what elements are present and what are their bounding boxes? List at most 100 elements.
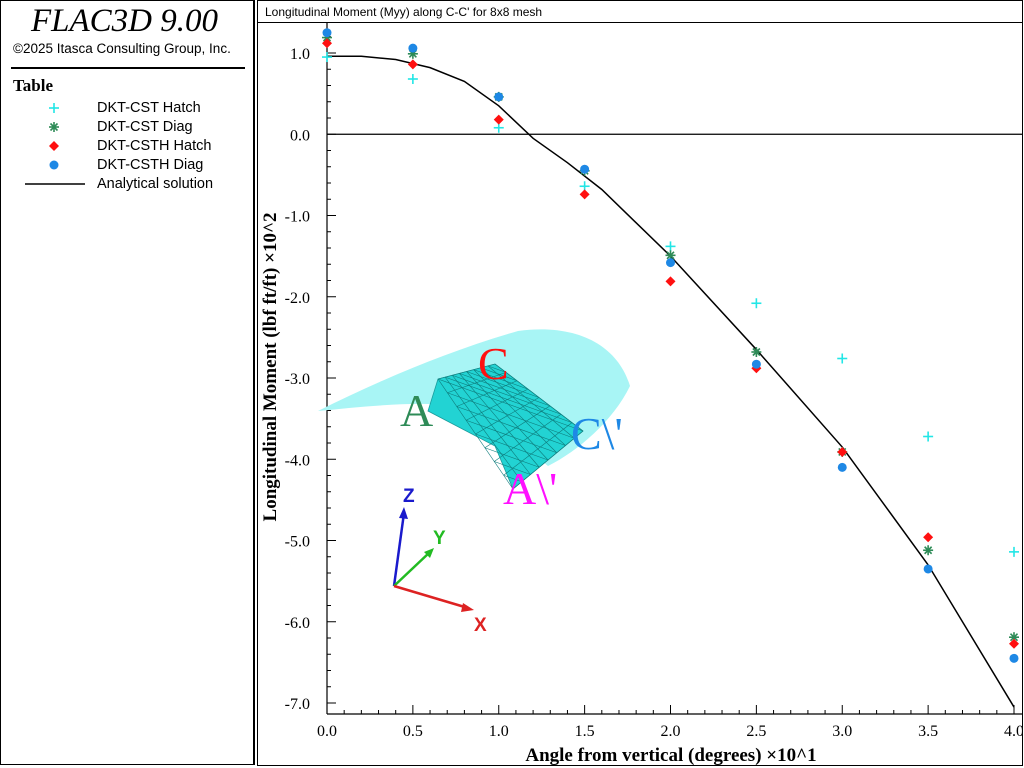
point-dkt-cst-hatch bbox=[1009, 546, 1019, 557]
mesh-diagonal bbox=[473, 369, 529, 390]
divider bbox=[11, 67, 245, 69]
x-axis-title: Angle from vertical (degrees) ×10^1 bbox=[525, 745, 816, 765]
x-tick-label: 4.0 bbox=[1004, 723, 1022, 740]
chart-title: Longitudinal Moment (Myy) along C-C' for… bbox=[265, 5, 543, 19]
x-arrowhead bbox=[461, 603, 474, 612]
point-dkt-cst-hatch bbox=[407, 74, 418, 84]
mesh-diagonal bbox=[437, 378, 584, 432]
axes-frame bbox=[326, 23, 1022, 715]
point-dkt-cst-hatch bbox=[322, 52, 332, 63]
mesh-line bbox=[484, 405, 551, 449]
legend-item-dkt-csth-diag: DKT-CSTH Diag bbox=[19, 156, 249, 174]
point-dkt-csth-hatch bbox=[837, 446, 848, 457]
legend-panel: FLAC3D 9.00 ©2025 Itasca Consulting Grou… bbox=[0, 0, 255, 765]
chart-title-bar: Longitudinal Moment (Myy) along C-C' for… bbox=[258, 1, 1022, 23]
mesh-line bbox=[494, 414, 562, 462]
mesh-diagonal bbox=[466, 371, 540, 398]
point-dkt-csth-hatch bbox=[407, 59, 418, 70]
legend-label: DKT-CST Hatch bbox=[97, 100, 201, 116]
y-tick-label: -1.0 bbox=[285, 209, 310, 226]
mesh-diagonal bbox=[456, 406, 566, 446]
analytical-line bbox=[327, 55, 1015, 708]
point-dkt-cst-diag bbox=[751, 347, 762, 357]
point-dkt-csth-diag bbox=[837, 462, 847, 472]
mesh-line bbox=[480, 367, 566, 446]
point-dkt-cst-hatch bbox=[751, 298, 762, 309]
point-dkt-csth-hatch bbox=[1009, 638, 1019, 649]
point-dkt-cst-hatch bbox=[665, 241, 676, 252]
model-view-inset: A C C\' A\' Z Y X bbox=[318, 329, 630, 636]
x-axis-label: X bbox=[474, 615, 487, 636]
point-dkt-csth-diag bbox=[494, 92, 504, 102]
mesh-diagonal bbox=[503, 474, 522, 483]
tick-labels: 0.0 0.5 1.0 1.5 2.0 2.5 3.0 3.5 4.0 1.0 0.0 -1.0 -2.… bbox=[285, 46, 1022, 740]
legend-item-analytical-solution: Analytical solution bbox=[19, 175, 249, 193]
legend-item-dkt-cst-diag: DKT-CST Diag bbox=[19, 118, 249, 136]
mesh-diagonal bbox=[480, 367, 518, 382]
point-dkt-csth-diag bbox=[408, 43, 418, 53]
asterisk-marker-icon bbox=[49, 122, 59, 132]
label-c-prime: C\' bbox=[571, 408, 623, 459]
z-axis bbox=[392, 512, 406, 587]
mesh-diagonal bbox=[447, 392, 575, 439]
x-tick-label: 3.5 bbox=[918, 723, 938, 740]
point-dkt-csth-hatch bbox=[579, 189, 590, 200]
y-axis bbox=[393, 551, 431, 587]
x-tick-label: 2.5 bbox=[746, 723, 766, 740]
mesh-diagonal bbox=[494, 461, 531, 475]
point-dkt-csth-diag bbox=[1009, 653, 1019, 663]
point-dkt-csth-diag bbox=[580, 164, 590, 174]
point-dkt-csth-diag bbox=[666, 258, 675, 268]
point-dkt-csth-diag bbox=[923, 564, 933, 574]
point-dkt-csth-hatch bbox=[322, 38, 332, 49]
mesh-patch bbox=[427, 363, 584, 490]
chart: A C C\' A\' Z Y X 0.0 0.5 1.0 1.5 2.0 2.5 3.0 3… bbox=[260, 23, 1022, 765]
mesh-diagonal bbox=[445, 376, 573, 423]
mesh-line bbox=[503, 422, 573, 476]
legend-label: DKT-CST Diag bbox=[97, 119, 193, 135]
copyright-text: ©2025 Itasca Consulting Group, Inc. bbox=[13, 41, 231, 56]
data-markers bbox=[322, 28, 1019, 663]
legend-label: DKT-CSTH Hatch bbox=[97, 138, 212, 154]
x-tick-label: 1.0 bbox=[489, 723, 509, 740]
point-dkt-cst-diag bbox=[923, 545, 934, 556]
diamond-marker-icon bbox=[49, 141, 59, 151]
y-tick-label: -6.0 bbox=[285, 615, 310, 632]
mesh-line bbox=[475, 397, 540, 435]
legend-title: Table bbox=[13, 76, 54, 95]
legend-item-dkt-cst-hatch: DKT-CST Hatch bbox=[19, 99, 249, 117]
y-tick-label: -5.0 bbox=[285, 534, 310, 551]
y-tick-label: -4.0 bbox=[285, 452, 310, 469]
tick-marks bbox=[326, 36, 1015, 714]
line-marker-icon bbox=[25, 183, 85, 185]
point-dkt-cst-hatch bbox=[923, 431, 934, 442]
y-tick-label: -7.0 bbox=[285, 696, 310, 713]
x-axis bbox=[393, 584, 469, 610]
legend-label: DKT-CSTH Diag bbox=[97, 157, 204, 173]
point-dkt-cst-hatch bbox=[837, 353, 848, 364]
y-axis-title: Longitudinal Moment (lbf ft/ft) ×10^2 bbox=[260, 213, 281, 522]
axis-triad: Z Y X bbox=[392, 486, 487, 636]
label-a-prime: A\' bbox=[503, 463, 557, 514]
plot-panel: Longitudinal Moment (Myy) along C-C' for… bbox=[257, 0, 1023, 766]
mesh-line bbox=[487, 365, 575, 439]
point-dkt-csth-diag bbox=[322, 28, 332, 38]
mesh-diagonal bbox=[487, 365, 507, 373]
y-arrowhead bbox=[424, 548, 434, 558]
y-tick-label: 0.0 bbox=[290, 127, 310, 144]
point-dkt-csth-diag bbox=[751, 359, 761, 369]
label-c: C bbox=[478, 338, 509, 389]
y-tick-label: -3.0 bbox=[285, 371, 310, 388]
z-arrowhead bbox=[399, 507, 408, 519]
y-tick-label: -2.0 bbox=[285, 290, 310, 307]
x-tick-label: 1.5 bbox=[575, 723, 595, 740]
plus-marker-icon bbox=[49, 103, 59, 113]
z-axis-label: Z bbox=[403, 486, 415, 507]
mesh-diagonal bbox=[459, 373, 551, 407]
x-tick-label: 2.0 bbox=[661, 723, 681, 740]
x-tick-label: 3.0 bbox=[832, 723, 852, 740]
y-tick-label: 1.0 bbox=[290, 46, 310, 63]
legend-label: Analytical solution bbox=[97, 176, 214, 192]
app-title: FLAC3D 9.00 bbox=[31, 3, 219, 39]
point-dkt-csth-hatch bbox=[665, 276, 676, 287]
